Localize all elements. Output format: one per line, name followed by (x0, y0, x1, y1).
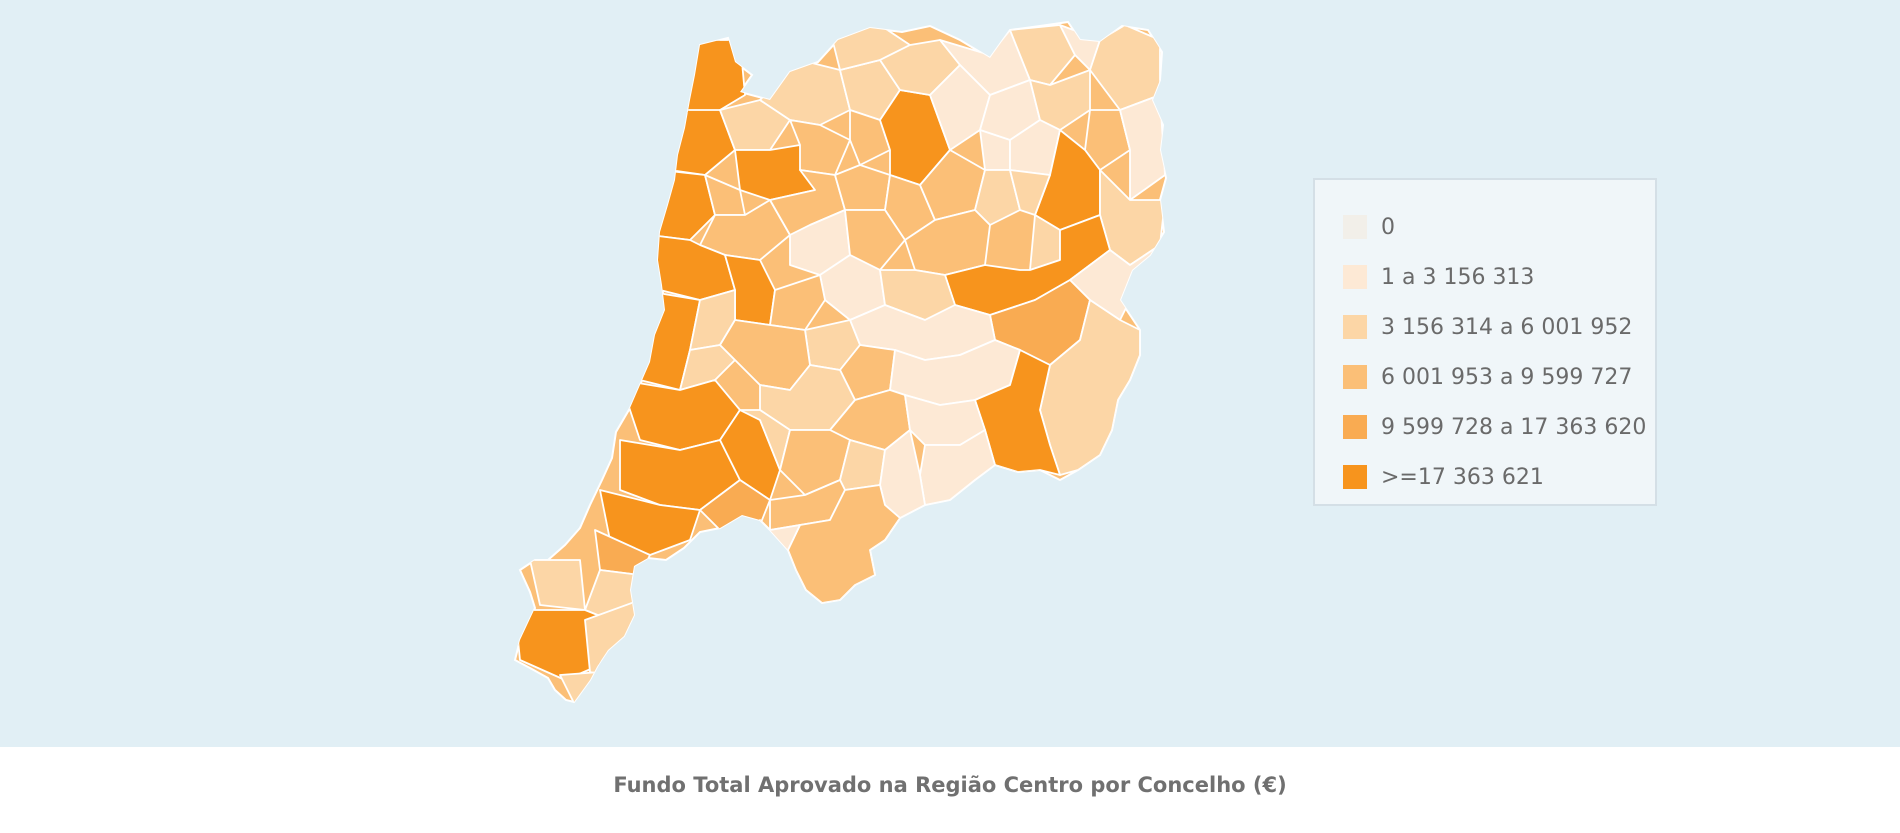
legend-label: 1 a 3 156 313 (1381, 264, 1535, 290)
legend-item[interactable]: 3 156 314 a 6 001 952 (1343, 302, 1655, 352)
legend-label: 0 (1381, 214, 1395, 240)
municipality[interactable] (1009, 24, 1076, 86)
municipality[interactable] (849, 109, 891, 166)
legend-label: >=17 363 621 (1381, 464, 1544, 490)
municipality[interactable] (769, 274, 826, 331)
legend-label: 3 156 314 a 6 001 952 (1381, 314, 1633, 340)
municipality[interactable] (834, 164, 891, 211)
legend-item[interactable]: 6 001 953 a 9 599 727 (1343, 352, 1655, 402)
municipality[interactable] (1009, 169, 1051, 216)
legend-item[interactable]: 9 599 728 a 17 363 620 (1343, 402, 1655, 452)
legend-swatch (1343, 215, 1367, 239)
municipality[interactable] (1084, 109, 1131, 171)
legend-swatch (1343, 265, 1367, 289)
municipality[interactable] (679, 344, 736, 391)
caption-bar: Fundo Total Aprovado na Região Centro po… (0, 747, 1900, 833)
legend-item[interactable]: 1 a 3 156 313 (1343, 252, 1655, 302)
legend-item[interactable]: 0 (1343, 202, 1655, 252)
municipality[interactable] (974, 349, 1061, 476)
municipality[interactable] (974, 169, 1021, 226)
legend-item[interactable]: >=17 363 621 (1343, 452, 1655, 502)
map-legend: 0 1 a 3 156 313 3 156 314 a 6 001 952 6 … (1313, 178, 1657, 506)
legend-swatch (1343, 465, 1367, 489)
choropleth-map (513, 20, 1168, 704)
map-title: Fundo Total Aprovado na Região Centro po… (613, 773, 1287, 797)
municipality[interactable] (844, 209, 906, 271)
municipality[interactable] (719, 99, 791, 151)
legend-label: 6 001 953 a 9 599 727 (1381, 364, 1633, 390)
legend-swatch (1343, 415, 1367, 439)
legend-swatch (1343, 315, 1367, 339)
legend-swatch (1343, 365, 1367, 389)
municipality[interactable] (787, 484, 901, 604)
map-area: 0 1 a 3 156 313 3 156 314 a 6 001 952 6 … (0, 0, 1900, 747)
legend-label: 9 599 728 a 17 363 620 (1381, 414, 1647, 440)
